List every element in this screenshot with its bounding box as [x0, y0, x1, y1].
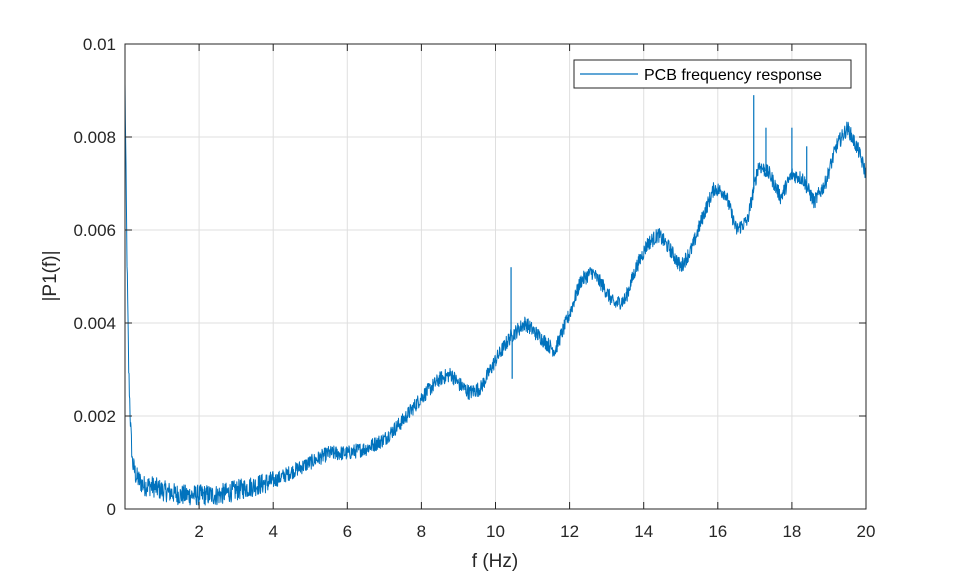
y-tick-label: 0.006 — [73, 221, 116, 240]
y-tick-label: 0.01 — [83, 35, 116, 54]
legend-label: PCB frequency response — [644, 67, 822, 84]
x-tick-label: 10 — [486, 522, 505, 541]
x-tick-label: 14 — [634, 522, 653, 541]
series-line — [124, 82, 867, 506]
series-layer — [124, 82, 867, 506]
x-axis-title: f (Hz) — [472, 551, 518, 572]
y-axis-title: |P1(f)| — [40, 250, 61, 301]
y-tick-label: 0 — [107, 500, 116, 519]
x-tick-label: 18 — [782, 522, 801, 541]
x-tick-label: 20 — [857, 522, 876, 541]
x-tick-label: 8 — [417, 522, 426, 541]
x-tick-label: 12 — [560, 522, 579, 541]
y-tick-label: 0.004 — [73, 314, 116, 333]
legend: PCB frequency response — [573, 59, 852, 89]
x-tick-label: 2 — [194, 522, 203, 541]
x-tick-label: 6 — [343, 522, 352, 541]
y-tick-label: 0.008 — [73, 128, 116, 147]
tick-labels: 2 4 6 8 10 12 14 16 18 20 0 0.002 0.004 0.006 0.008 0.0… — [73, 35, 875, 541]
x-tick-label: 16 — [708, 522, 727, 541]
x-tick-label: 4 — [268, 522, 277, 541]
tick-marks — [125, 43, 867, 510]
y-tick-label: 0.002 — [73, 407, 116, 426]
